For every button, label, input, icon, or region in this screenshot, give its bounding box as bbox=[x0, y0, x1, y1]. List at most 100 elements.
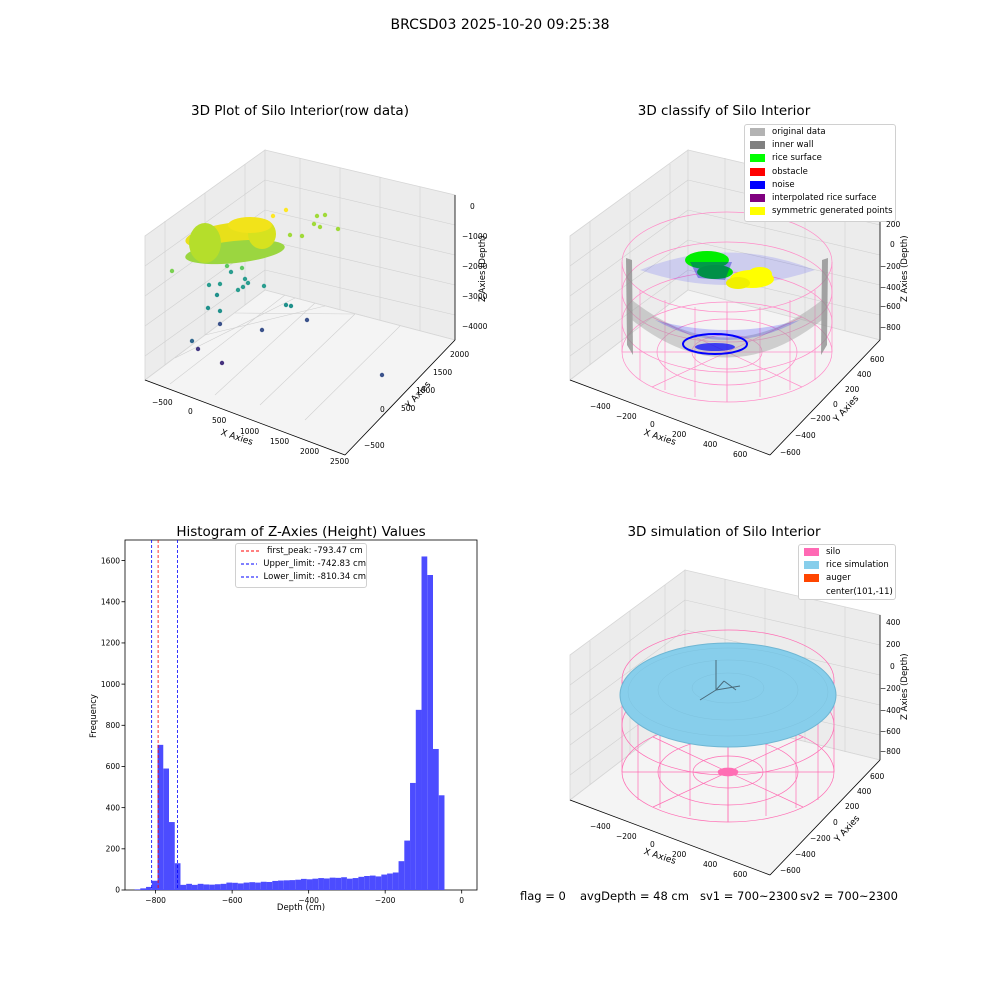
plot1-xtick: 2500 bbox=[330, 457, 350, 466]
plot2-ytick: −200 bbox=[810, 414, 831, 423]
histogram-bar bbox=[427, 575, 433, 890]
legend-item-obstacle: obstacle bbox=[745, 165, 895, 178]
legend-label: noise bbox=[772, 179, 795, 190]
legend-label: rice surface bbox=[772, 153, 822, 164]
legend-line-blue bbox=[241, 563, 258, 565]
histogram-bar bbox=[197, 883, 204, 890]
plot2-ztick: −800 bbox=[880, 323, 901, 332]
plot2-rice-surface bbox=[685, 251, 733, 280]
plot4-ztick: −800 bbox=[880, 747, 901, 756]
histogram-ytick-label: 1200 bbox=[101, 639, 120, 648]
plot4-xtick: −400 bbox=[590, 822, 611, 831]
histogram-bar bbox=[404, 840, 411, 890]
histogram-bar bbox=[272, 880, 279, 890]
histogram-bar bbox=[163, 768, 169, 890]
histogram-bar bbox=[146, 886, 152, 890]
plot1-xtick: 500 bbox=[212, 416, 227, 425]
plot2-inner-wall bbox=[626, 258, 828, 358]
legend-item-noise: noise bbox=[745, 178, 895, 191]
legend-item-lower-limit: Lower_limit: -810.34 cm bbox=[236, 571, 366, 584]
plot4-ytick: 200 bbox=[845, 802, 860, 811]
histogram-bar bbox=[134, 889, 141, 890]
histogram-xtick-label: −200 bbox=[375, 896, 396, 905]
histogram-yticks: 0 200 400 600 800 1000 1200 1400 1600 bbox=[101, 556, 125, 895]
sv2-readout: sv2 = 700~2300 bbox=[800, 889, 898, 903]
chart-xlabel: Depth (cm) bbox=[276, 903, 326, 913]
legend-swatch bbox=[804, 560, 819, 569]
histogram-bar bbox=[306, 879, 313, 890]
histogram-bar bbox=[329, 877, 336, 890]
legend-label: Lower_limit: -810.34 cm bbox=[263, 572, 366, 583]
legend-label: obstacle bbox=[772, 166, 808, 177]
histogram-bar bbox=[289, 880, 296, 890]
histogram-bar bbox=[398, 861, 405, 890]
legend-label: center(101,-11) bbox=[826, 586, 893, 597]
plot2-xtick: −400 bbox=[590, 402, 611, 411]
plot4-ytick: 0 bbox=[833, 818, 838, 827]
histogram-xticks: −800 −600 −400 −200 0 bbox=[145, 890, 464, 905]
plot1-ztick: −1000 bbox=[462, 232, 488, 241]
plot1-xtick: 0 bbox=[188, 407, 193, 416]
legend-item-first-peak: first_peak: -793.47 cm bbox=[236, 544, 366, 557]
histogram-bar bbox=[249, 882, 256, 890]
histogram-xtick-label: −400 bbox=[298, 896, 319, 905]
plot4-auger bbox=[699, 660, 741, 701]
chart-title: Histogram of Z-Axies (Height) Values bbox=[176, 524, 426, 540]
plot1-scatter bbox=[169, 207, 385, 378]
plot2-xtick: −200 bbox=[616, 412, 637, 421]
histogram-bar bbox=[312, 878, 319, 890]
legend-label: symmetric generated points bbox=[772, 206, 893, 217]
legend-label: rice simulation bbox=[826, 559, 889, 570]
plot4-xtick: 600 bbox=[733, 870, 748, 879]
legend-swatch bbox=[804, 588, 819, 596]
legend-label: first_peak: -793.47 cm bbox=[267, 545, 363, 556]
plot1-ytick: 1500 bbox=[433, 368, 453, 377]
legend-swatch bbox=[804, 547, 819, 556]
sv1-readout: sv1 = 700~2300 bbox=[700, 889, 798, 903]
plot2-xtick: 600 bbox=[733, 450, 748, 459]
histogram-bar bbox=[260, 881, 267, 890]
legend-item-rice-surface: rice surface bbox=[745, 152, 895, 165]
histogram-bar bbox=[415, 709, 422, 890]
histogram-bar bbox=[255, 882, 261, 890]
legend-swatch bbox=[750, 167, 765, 176]
legend-item-silo: silo bbox=[799, 545, 895, 558]
legend-swatch bbox=[750, 194, 765, 203]
legend-line-red bbox=[241, 550, 261, 552]
plot2-xtick: 0 bbox=[650, 420, 655, 429]
plot4-xtick: −200 bbox=[616, 832, 637, 841]
plot4-ztick: −600 bbox=[880, 727, 901, 736]
histogram-bar bbox=[151, 880, 158, 890]
plot2-ztick: −600 bbox=[880, 302, 901, 311]
legend-label: inner wall bbox=[772, 139, 814, 150]
legend-label: silo bbox=[826, 546, 841, 557]
histogram-bar bbox=[169, 822, 175, 890]
plot1-ytick: 0 bbox=[380, 405, 385, 414]
plot4-ztick: 400 bbox=[886, 618, 901, 627]
histogram-bar bbox=[266, 881, 273, 890]
plot2-ytick: 400 bbox=[857, 370, 872, 379]
legend-label: interpolated rice surface bbox=[772, 193, 877, 204]
histogram-bar bbox=[375, 876, 382, 890]
plot1-dense-surface bbox=[185, 217, 285, 265]
legend-item-original-data: original data bbox=[745, 125, 895, 138]
legend-swatch bbox=[804, 574, 819, 583]
legend-line-blue bbox=[241, 576, 258, 578]
histogram-ytick-label: 1600 bbox=[101, 556, 120, 565]
plot1-ytick: 1000 bbox=[416, 386, 436, 395]
histogram-bar bbox=[243, 882, 250, 890]
plot2-ytick: −600 bbox=[780, 448, 801, 457]
plot2-ytick: 0 bbox=[833, 400, 838, 409]
legend-label: auger bbox=[826, 573, 851, 584]
histogram-vlines bbox=[151, 540, 178, 890]
histogram-ytick-label: 600 bbox=[106, 762, 121, 771]
histogram-legend: first_peak: -793.47 cm Upper_limit: -742… bbox=[235, 543, 367, 588]
histogram-bar bbox=[295, 879, 301, 890]
legend-swatch bbox=[750, 207, 765, 216]
histogram-bar bbox=[392, 872, 399, 890]
histogram-xtick-label: 0 bbox=[459, 896, 464, 905]
legend-item-auger: auger bbox=[799, 572, 895, 585]
legend-item-interpolated: interpolated rice surface bbox=[745, 191, 895, 204]
